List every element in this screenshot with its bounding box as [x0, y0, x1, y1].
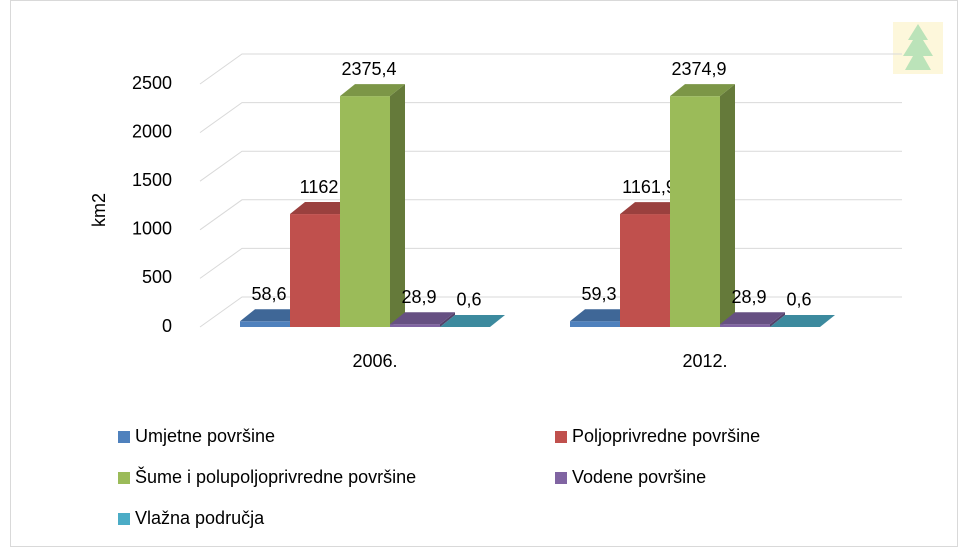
- bar: [440, 314, 505, 327]
- bar: [770, 314, 835, 327]
- legend-swatch: [555, 431, 567, 443]
- bar-top: [670, 84, 735, 97]
- bar-top: [570, 309, 635, 322]
- legend-label: Umjetne površine: [135, 426, 275, 446]
- bar-front: [670, 96, 720, 327]
- value-label: 28,9: [731, 287, 766, 307]
- bar-front: [240, 321, 290, 327]
- bar: [340, 84, 405, 328]
- legend-label: Šume i polupoljoprivredne površine: [135, 466, 416, 487]
- bar-front: [620, 214, 670, 327]
- legend-swatch: [555, 472, 567, 484]
- y-tick-label: 1000: [132, 219, 172, 239]
- bar-top: [240, 309, 305, 322]
- bar-side: [770, 312, 785, 327]
- value-label: 0,6: [786, 290, 811, 310]
- bar-side: [720, 84, 735, 327]
- y-tick-label: 0: [162, 316, 172, 336]
- y-axis-label: km2: [89, 193, 109, 227]
- legend-label: Poljoprivredne površine: [572, 426, 760, 446]
- decor-icon: [893, 22, 943, 74]
- legend-swatch: [118, 472, 130, 484]
- bar: [720, 312, 785, 327]
- bar-side: [440, 312, 455, 327]
- x-tick-label: 2012.: [682, 351, 727, 371]
- bar: [670, 84, 735, 327]
- y-tick-label: 2500: [132, 73, 172, 93]
- bar-top: [440, 314, 505, 327]
- bar-top: [620, 202, 685, 215]
- y-tick-label: 2000: [132, 121, 172, 141]
- x-tick-label: 2006.: [352, 351, 397, 371]
- y-tick-label: 1500: [132, 170, 172, 190]
- legend-swatch: [118, 513, 130, 525]
- bar-top: [340, 84, 405, 97]
- bar-front: [390, 324, 440, 327]
- value-label: 59,3: [581, 284, 616, 304]
- bar-top: [720, 312, 785, 325]
- bar-side: [490, 314, 505, 327]
- legend-label: Vlažna područja: [135, 508, 265, 528]
- value-label: 1161,9: [622, 177, 676, 197]
- value-label: 2375,4: [341, 59, 396, 79]
- bar-front: [290, 214, 340, 327]
- value-label: 0,6: [456, 290, 481, 310]
- bar: [390, 312, 455, 327]
- bar-side: [820, 314, 835, 327]
- bar-top: [770, 314, 835, 327]
- value-label: 1162: [300, 177, 339, 197]
- chart-border: [10, 0, 958, 547]
- value-label: 2374,9: [671, 59, 726, 79]
- bar-front: [340, 96, 390, 328]
- grid-line: [199, 53, 902, 85]
- bar-top: [290, 202, 355, 215]
- bar-front: [720, 324, 770, 327]
- value-label: 58,6: [251, 284, 286, 304]
- y-tick-label: 500: [142, 267, 172, 287]
- bar-side: [390, 84, 405, 328]
- legend-label: Vodene površine: [572, 467, 706, 487]
- bar-top: [390, 312, 455, 325]
- legend-swatch: [118, 431, 130, 443]
- value-label: 28,9: [401, 287, 436, 307]
- bar-front: [570, 321, 620, 327]
